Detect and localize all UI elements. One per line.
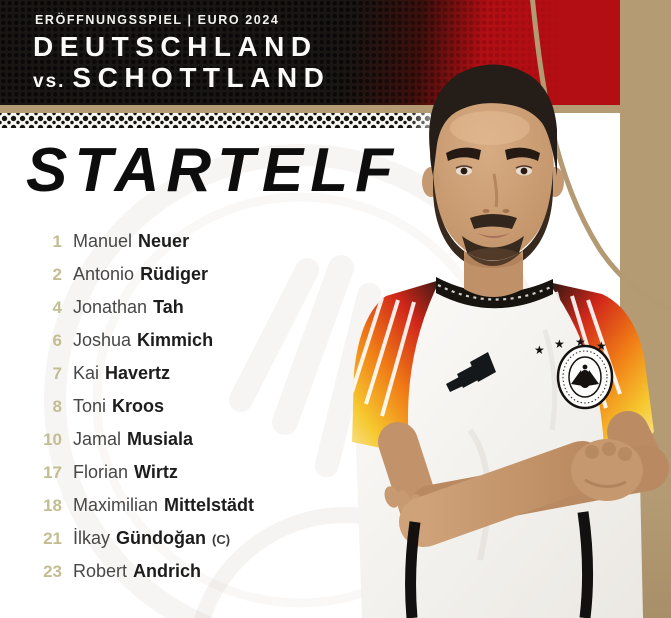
hair — [429, 64, 557, 176]
player-number: 4 — [52, 298, 62, 317]
right-forearm — [399, 441, 607, 547]
match-title: DEUTSCHLAND vs. SCHOTTLAND — [33, 31, 330, 97]
svg-text:★: ★ — [575, 335, 586, 349]
player-last-name: Kimmich — [137, 330, 214, 350]
player-head — [422, 64, 564, 297]
player-first-name: Florian — [73, 462, 129, 482]
vs-label: vs. — [33, 71, 66, 92]
player-last-name: Wirtz — [134, 462, 178, 482]
player-last-name: Havertz — [105, 363, 171, 383]
player-first-name: Toni — [73, 396, 107, 416]
player-last-name: Andrich — [133, 561, 202, 581]
player-last-name: Gündoğan — [116, 528, 206, 548]
player-first-name: İlkay — [73, 528, 111, 548]
match-title-line2: vs. SCHOTTLAND — [33, 62, 330, 97]
player-row: 7 Kai Havertz — [34, 363, 254, 383]
player-first-name: Antonio — [73, 264, 135, 284]
dfb-crest — [556, 344, 614, 410]
player-first-name: Joshua — [73, 330, 132, 350]
player-row: 6 Joshua Kimmich — [34, 330, 254, 350]
player-last-name: Neuer — [138, 231, 190, 251]
player-row: 4 Jonathan Tah — [34, 297, 254, 317]
player-row: 1 Manuel Neuer — [34, 231, 254, 251]
player-row: 18 Maximilian Mittelstädt — [34, 495, 255, 515]
svg-text:★: ★ — [596, 339, 607, 353]
player-photo: ★ ★ ★ ★ — [352, 64, 669, 618]
match-title-line1: DEUTSCHLAND — [33, 31, 318, 62]
svg-text:★: ★ — [534, 343, 545, 357]
player-number: 6 — [52, 331, 62, 350]
player-number: 23 — [43, 562, 62, 581]
player-last-name: Tah — [153, 297, 184, 317]
player-last-name: Mittelstädt — [164, 495, 255, 515]
player-last-name: Rüdiger — [140, 264, 209, 284]
player-row: 21 İlkay Gündoğan (C) — [34, 528, 254, 548]
halftone-pattern-band — [0, 113, 452, 128]
opponent-name: SCHOTTLAND — [72, 62, 331, 93]
player-list: 1 Manuel Neuer 2 Antonio Rüdiger 4 Jonat… — [34, 231, 254, 594]
player-number: 8 — [52, 397, 62, 416]
player-last-name: Musiala — [127, 429, 194, 449]
svg-text:★: ★ — [554, 337, 565, 351]
player-number: 1 — [52, 232, 62, 251]
match-eyebrow: ERÖFFNUNGSSPIEL | EURO 2024 — [35, 13, 280, 27]
player-number: 10 — [43, 430, 62, 449]
player-row: 23 Robert Andrich — [34, 561, 254, 581]
player-row: 2 Antonio Rüdiger — [34, 264, 254, 284]
side-stripe-left — [405, 521, 421, 618]
player-last-name: Kroos — [112, 396, 165, 416]
player-number: 21 — [43, 529, 62, 548]
player-first-name: Manuel — [73, 231, 133, 251]
fist — [571, 439, 643, 501]
player-first-name: Jonathan — [73, 297, 148, 317]
player-row: 10 Jamal Musiala — [34, 429, 254, 449]
side-stripe-right — [577, 511, 594, 618]
player-first-name: Maximilian — [73, 495, 159, 515]
player-row: 17 Florian Wirtz — [34, 462, 254, 482]
player-first-name: Robert — [73, 561, 128, 581]
player-first-name: Kai — [73, 363, 100, 383]
player-number: 2 — [52, 265, 62, 284]
player-row: 8 Toni Kroos — [34, 396, 254, 416]
tan-divider — [0, 105, 671, 113]
captain-stars: ★ ★ ★ ★ — [534, 335, 607, 357]
player-first-name: Jamal — [73, 429, 122, 449]
adidas-logo — [446, 352, 496, 392]
player-number: 17 — [43, 463, 62, 482]
player-number: 7 — [52, 364, 62, 383]
player-number: 18 — [43, 496, 62, 515]
captain-badge: (C) — [212, 532, 231, 547]
page-title: STARTELF — [26, 136, 401, 205]
